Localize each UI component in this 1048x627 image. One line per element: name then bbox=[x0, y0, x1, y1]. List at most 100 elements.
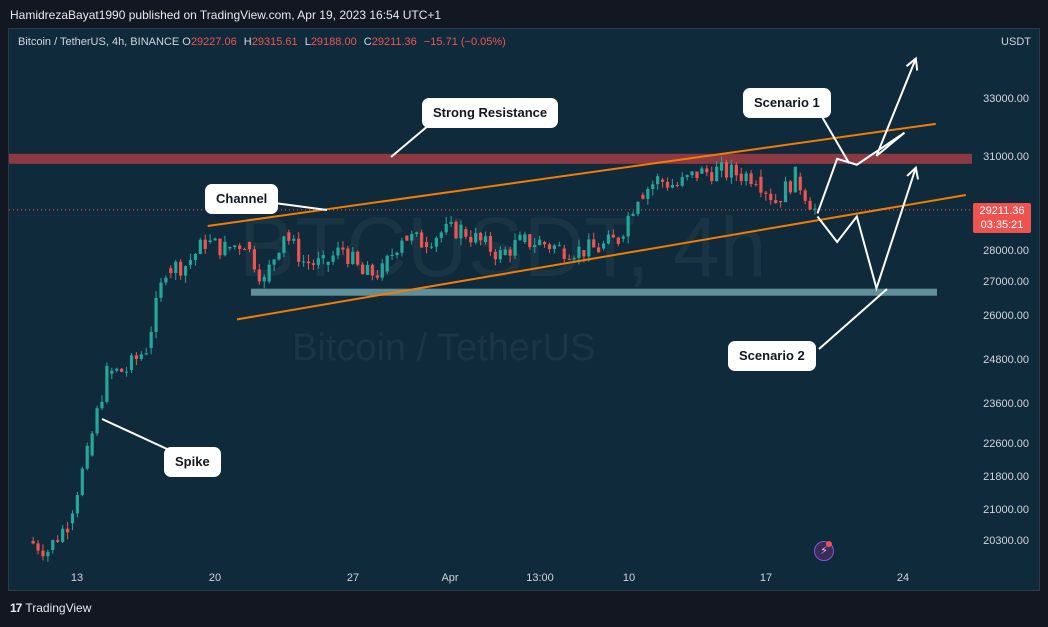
candle-body bbox=[262, 276, 266, 282]
candle-body bbox=[188, 259, 193, 265]
candle-body bbox=[213, 238, 217, 241]
x-tick: 24 bbox=[896, 572, 910, 584]
candle-body bbox=[695, 171, 699, 178]
candle-body bbox=[710, 172, 714, 182]
candle-body bbox=[636, 201, 640, 214]
candle-body bbox=[400, 240, 404, 253]
candle-body bbox=[415, 232, 419, 234]
candle-body bbox=[538, 239, 542, 246]
candle-body bbox=[656, 176, 660, 185]
candle-body bbox=[105, 365, 109, 402]
currency-label[interactable]: USDT bbox=[1001, 36, 1031, 48]
candle-body bbox=[242, 249, 247, 251]
candle-body bbox=[365, 264, 370, 275]
y-tick: 23600.00 bbox=[983, 398, 1029, 410]
scenario-1-callout[interactable]: Scenario 1 bbox=[743, 88, 831, 118]
candle-body bbox=[292, 238, 296, 241]
candle-body bbox=[670, 184, 675, 188]
candle-body bbox=[100, 401, 104, 409]
candle-body bbox=[356, 251, 360, 265]
current-price: 29211.36 bbox=[979, 205, 1025, 217]
candle-body bbox=[783, 181, 788, 203]
candle-body bbox=[233, 245, 237, 247]
candle-body bbox=[297, 238, 301, 262]
candle-body bbox=[557, 245, 561, 247]
candle-body bbox=[75, 494, 79, 514]
y-tick: 33000.00 bbox=[983, 93, 1029, 105]
candle-body bbox=[483, 236, 488, 242]
candle-body bbox=[444, 223, 448, 233]
candle-body bbox=[808, 200, 812, 210]
current-price-badge: 29211.36 03:35:21 bbox=[973, 203, 1031, 233]
candle-body bbox=[193, 253, 198, 260]
candle-body bbox=[272, 259, 276, 265]
candle-body bbox=[769, 193, 773, 201]
candle-body bbox=[621, 236, 625, 239]
candle-body bbox=[498, 250, 502, 260]
candle-body bbox=[287, 232, 291, 241]
candle-body bbox=[488, 236, 493, 252]
candle-body bbox=[715, 166, 719, 182]
candle-body bbox=[90, 433, 94, 456]
candle-body bbox=[351, 251, 355, 264]
candle-body bbox=[749, 173, 753, 185]
candle-body bbox=[592, 239, 596, 248]
candle-body bbox=[36, 543, 40, 551]
candle-body bbox=[616, 237, 620, 244]
candle-body bbox=[331, 255, 335, 262]
candle-body bbox=[316, 258, 320, 265]
candle-body bbox=[611, 234, 615, 238]
candle-body bbox=[395, 252, 399, 256]
strong-resistance-callout[interactable]: Strong Resistance bbox=[422, 98, 559, 128]
bar-countdown: 03:35:21 bbox=[980, 219, 1024, 231]
candle-body bbox=[370, 264, 375, 276]
candle-body bbox=[646, 188, 650, 199]
candle-body bbox=[56, 540, 60, 542]
candle-body bbox=[134, 355, 138, 359]
x-tick: Apr bbox=[441, 572, 459, 584]
scenario-2-path-arrowhead bbox=[906, 165, 920, 180]
y-tick: 26000.00 bbox=[983, 310, 1029, 322]
candle-body bbox=[533, 245, 537, 248]
price-plot[interactable] bbox=[9, 29, 1040, 591]
channel-callout[interactable]: Channel bbox=[205, 184, 279, 214]
candle-body bbox=[434, 237, 438, 247]
chart-area[interactable]: BTCUSDT, 4h Bitcoin / TetherUS Bitcoin /… bbox=[8, 28, 1040, 591]
candle-body bbox=[311, 263, 316, 265]
candle-body bbox=[528, 234, 532, 248]
candle-body bbox=[518, 234, 522, 241]
candle-body bbox=[238, 245, 242, 250]
footer-brand[interactable]: TradingView bbox=[25, 601, 92, 615]
candle-body bbox=[665, 181, 670, 188]
scenario-2-callout[interactable]: Scenario 2 bbox=[728, 341, 816, 371]
candle-body bbox=[420, 232, 424, 248]
candle-body bbox=[513, 240, 517, 256]
candle-body bbox=[267, 264, 271, 282]
candle-body bbox=[547, 244, 552, 250]
candle-body bbox=[179, 261, 183, 276]
candle-body bbox=[562, 248, 566, 259]
candle-body bbox=[46, 551, 50, 557]
legend-change: −15.71 (−0.05%) bbox=[423, 36, 506, 48]
candle-body bbox=[252, 249, 257, 270]
legend-open: 29227.06 bbox=[190, 36, 237, 48]
candle-body bbox=[129, 355, 134, 370]
candle-body bbox=[51, 540, 55, 551]
candle-body bbox=[361, 264, 365, 275]
strong-resistance-band bbox=[9, 153, 972, 164]
candle-body bbox=[542, 241, 547, 245]
candle-body bbox=[493, 251, 497, 260]
legend-high-label: H bbox=[243, 36, 252, 48]
scenario-1-path-arrowhead bbox=[905, 56, 919, 71]
candle-body bbox=[788, 181, 793, 193]
x-tick: 17 bbox=[759, 572, 773, 584]
candle-body bbox=[218, 238, 222, 256]
candle-body bbox=[601, 243, 606, 249]
watermark-name: Bitcoin / TetherUS bbox=[292, 327, 596, 369]
candle-body bbox=[70, 513, 75, 524]
candle-body bbox=[813, 208, 817, 210]
candle-body bbox=[31, 541, 35, 544]
spike-callout[interactable]: Spike bbox=[164, 447, 221, 477]
y-tick: 24800.00 bbox=[983, 354, 1029, 366]
candle-body bbox=[380, 263, 384, 278]
